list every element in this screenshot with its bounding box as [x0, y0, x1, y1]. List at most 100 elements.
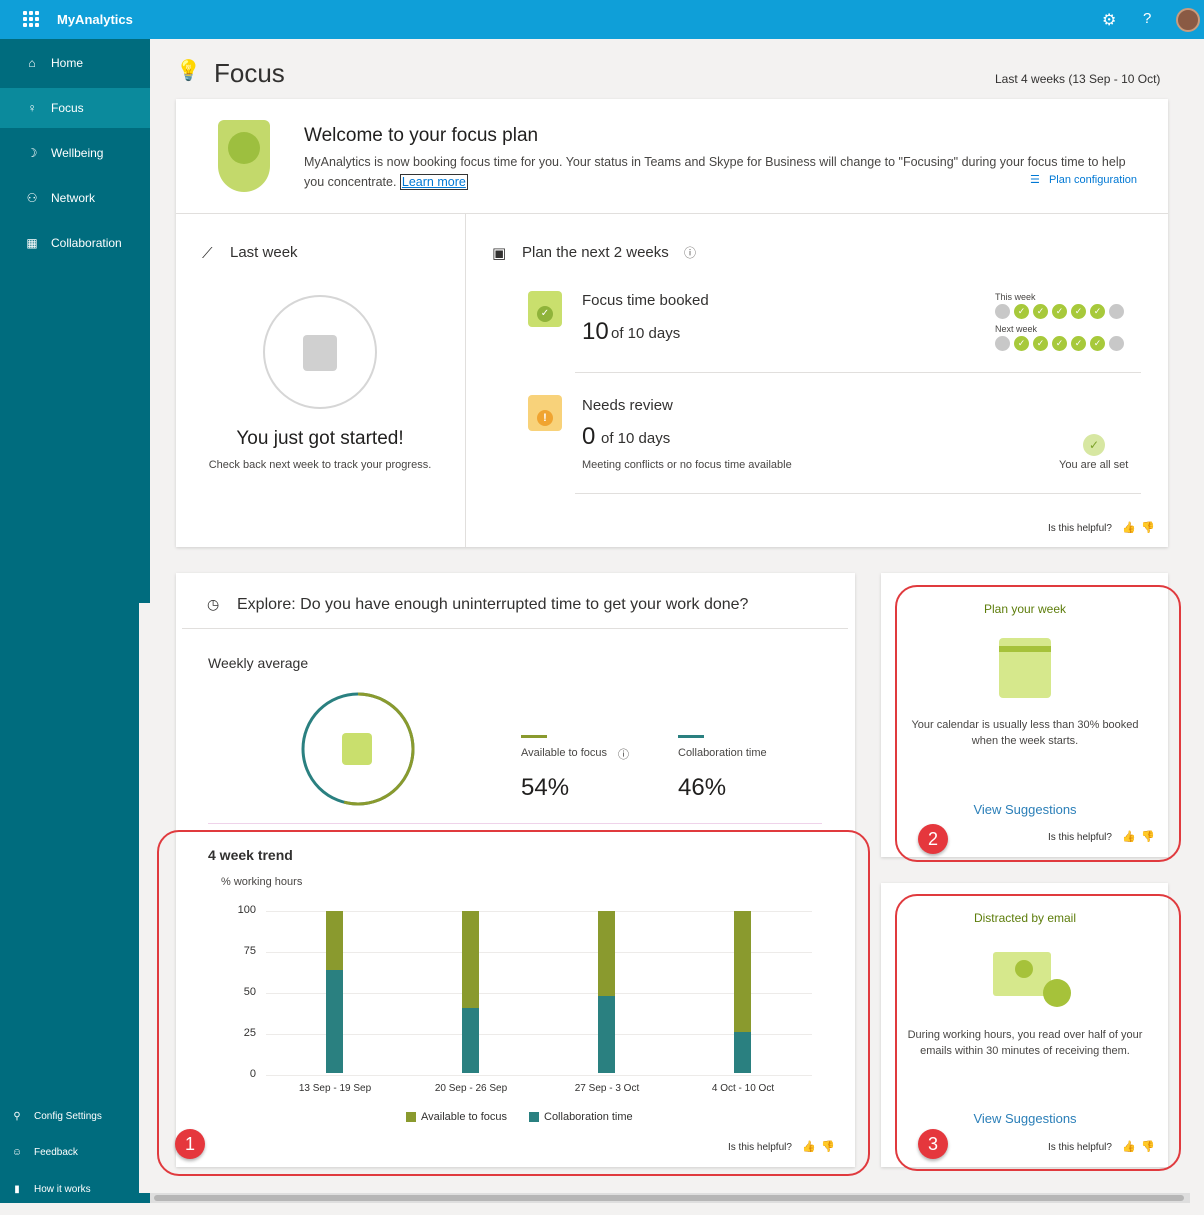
day-booked-dot: ✓ — [1071, 336, 1086, 351]
collab-label: Collaboration time — [678, 747, 767, 759]
day-empty-dot — [1109, 336, 1124, 351]
feedback-icon: ☺ — [11, 1147, 23, 1158]
sidebar-item-home[interactable]: ⌂ Home — [0, 43, 150, 83]
divider — [176, 213, 1168, 214]
thumbs-up-icon[interactable]: 👍 — [1122, 522, 1136, 534]
started-heading: You just got started! — [236, 428, 404, 449]
app-launcher-icon[interactable] — [23, 11, 39, 27]
settings-sliders-icon: ☰ — [1030, 174, 1040, 186]
thumbs-down-icon[interactable]: 👎 — [1141, 831, 1155, 843]
divider — [465, 214, 466, 547]
calendar-clock-icon: ▣ — [492, 245, 507, 262]
thumbs-down-icon[interactable]: 👎 — [821, 1141, 835, 1153]
info-icon[interactable]: ⓘ — [684, 246, 697, 260]
network-icon: ⚇ — [26, 191, 38, 205]
plan-week-title: Plan your week — [983, 602, 1067, 616]
divider — [575, 493, 1141, 494]
thumbs-up-icon[interactable]: 👍 — [802, 1141, 816, 1153]
weekly-average-label: Weekly average — [208, 655, 309, 671]
bar-focus[interactable] — [326, 911, 343, 971]
gridline — [266, 993, 812, 994]
last-week-title: Last week — [230, 244, 298, 261]
thumbs-up-icon[interactable]: 👍 — [1122, 1141, 1136, 1153]
home-icon: ⌂ — [28, 56, 36, 70]
day-booked-dot: ✓ — [1090, 336, 1105, 351]
info-icon[interactable]: ⓘ — [618, 749, 629, 761]
plan-configuration-label: Plan configuration — [1048, 174, 1137, 186]
helpful-prompt: Is this helpful? — [1048, 523, 1112, 534]
avatar[interactable] — [1176, 8, 1200, 32]
day-booked-dot: ✓ — [1033, 304, 1048, 319]
day-booked-dot: ✓ — [1052, 304, 1067, 319]
app-name[interactable]: MyAnalytics — [57, 12, 133, 27]
sidebar-item-collaboration[interactable]: ▦ Collaboration — [0, 223, 150, 263]
sidebar-item-focus[interactable]: ♀ Focus — [0, 88, 150, 128]
config-settings-link[interactable]: ⚲ Config Settings — [0, 1108, 139, 1128]
day-empty-dot — [995, 336, 1010, 351]
sidebar-item-network[interactable]: ⚇ Network — [0, 178, 150, 218]
divider — [182, 628, 848, 629]
page-title: Focus — [214, 58, 285, 88]
email-card — [881, 883, 1168, 1167]
sidebar-item-label: Focus — [51, 101, 84, 115]
annotation-box-plan-week — [895, 585, 1181, 862]
day-empty-dot — [995, 304, 1010, 319]
help-icon[interactable]: ? — [1143, 10, 1152, 27]
explore-title: Explore: Do you have enough uninterrupte… — [237, 596, 749, 613]
clock-icon: ◷ — [207, 596, 220, 612]
how-it-works-label: How it works — [34, 1184, 91, 1195]
gridline — [266, 1075, 812, 1076]
x-tick-label: 20 Sep - 26 Sep — [434, 1083, 508, 1094]
scrollbar-thumb[interactable] — [154, 1195, 1184, 1201]
calendar-icon: ▦ — [26, 236, 38, 250]
feedback-label: Feedback — [34, 1147, 78, 1158]
thumbs-down-icon[interactable]: 👎 — [1141, 1141, 1155, 1153]
bar-collaboration[interactable] — [734, 1032, 751, 1073]
gear-icon[interactable]: ⚙ — [1102, 12, 1117, 29]
all-set-text: You are all set — [1059, 459, 1129, 471]
needs-review-label: Needs review — [582, 397, 673, 414]
bar-collaboration[interactable] — [326, 970, 343, 1073]
view-suggestions-link[interactable]: View Suggestions — [973, 1111, 1077, 1126]
annotation-badge: 2 — [918, 824, 948, 854]
day-booked-dot: ✓ — [1014, 304, 1029, 319]
sidebar-item-wellbeing[interactable]: ☽ Wellbeing — [0, 133, 150, 173]
bar-collaboration[interactable] — [598, 996, 615, 1073]
y-tick-label: 100 — [237, 904, 256, 916]
available-pct: 54% — [521, 774, 570, 801]
bar-focus[interactable] — [462, 911, 479, 1008]
sidebar-item-label: Home — [51, 56, 84, 70]
x-tick-label: 27 Sep - 3 Oct — [574, 1083, 640, 1094]
top-bar: MyAnalytics ⚙ ? — [0, 0, 1204, 39]
next-week-dots: ✓ ✓ ✓ ✓ ✓ — [995, 336, 1124, 351]
sidebar-footer: ⚲ Config Settings ☺ Feedback ▮ How it wo… — [0, 603, 139, 1203]
annotation-box-trend — [157, 830, 870, 1176]
learn-more-link[interactable]: Learn more — [399, 174, 468, 190]
warning-icon: ! — [537, 410, 553, 426]
day-booked-dot: ✓ — [1071, 304, 1086, 319]
next-week-label: Next week — [995, 324, 1038, 334]
day-empty-dot — [1109, 304, 1124, 319]
trend-icon: ⟋ — [202, 245, 213, 262]
y-tick-label: 75 — [243, 945, 256, 957]
bar-collaboration[interactable] — [462, 1007, 479, 1073]
x-tick-label: 4 Oct - 10 Oct — [711, 1083, 775, 1094]
focus-booked-value: 10 — [582, 318, 609, 345]
day-booked-dot: ✓ — [1052, 336, 1067, 351]
thumbs-up-icon[interactable]: 👍 — [1122, 831, 1136, 843]
horizontal-scrollbar[interactable] — [150, 1193, 1190, 1203]
feedback-link[interactable]: ☺ Feedback — [0, 1144, 139, 1164]
user-settings-icon: ⚲ — [13, 1111, 21, 1122]
how-it-works-link[interactable]: ▮ How it works — [0, 1181, 139, 1201]
calendar-icon — [303, 335, 337, 371]
sidebar-item-label: Wellbeing — [51, 146, 104, 160]
bar-focus[interactable] — [598, 911, 615, 997]
sidebar-item-label: Collaboration — [51, 236, 122, 250]
progress-ring — [263, 295, 377, 409]
y-axis-label: % working hours — [221, 876, 303, 888]
thumbs-down-icon[interactable]: 👎 — [1141, 522, 1155, 534]
bar-focus[interactable] — [734, 911, 751, 1033]
plan-week-text: Your calendar is usually less than 30% b… — [911, 719, 1139, 747]
plan-configuration-link[interactable]: ☰ Plan configuration — [1030, 173, 1137, 186]
view-suggestions-link[interactable]: View Suggestions — [973, 802, 1077, 817]
